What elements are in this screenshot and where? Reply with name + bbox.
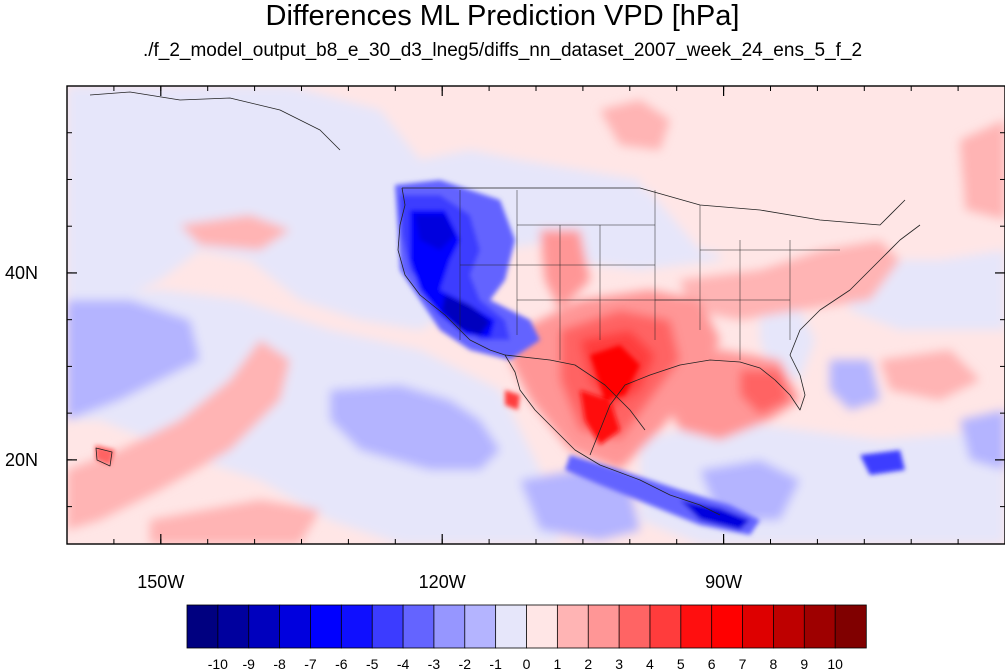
contour-pos2-central-pacific-patch xyxy=(180,215,290,250)
colorbar-swatch xyxy=(803,604,836,649)
contour-pos4-florida xyxy=(740,370,790,415)
colorbar-swatch xyxy=(587,604,620,649)
contour-neg5-northwest-interior xyxy=(415,215,455,250)
coastline-alaska xyxy=(89,91,341,151)
colorbar-label: -2 xyxy=(459,656,472,672)
contour-neg4-caribbean-patch xyxy=(860,450,905,475)
colorbar-swatch xyxy=(773,604,805,649)
contour-pos3-great-basin xyxy=(540,230,590,310)
colorbar: -10 -9 -8 -7 -6 -5 -4 -3 -2 -1 0 1 2 3 4 5 6 7 8 9 10 xyxy=(186,604,867,672)
colorbar-swatch xyxy=(340,604,373,649)
map-plot-area xyxy=(67,86,1005,544)
colorbar-swatch xyxy=(649,604,682,649)
border-us-mexico xyxy=(504,354,646,431)
contour-neg1-north-pacific xyxy=(67,86,650,330)
colorbar-swatch xyxy=(217,604,250,649)
colorbar-label: 1 xyxy=(553,656,561,672)
axes-layer: 150W 120W 90W 20N 40N xyxy=(5,85,1005,592)
colorbar-swatch xyxy=(711,604,744,649)
contour-pos5-baja xyxy=(505,390,520,410)
contour-neg7-central-america xyxy=(680,500,750,530)
colorbar-label: -4 xyxy=(397,656,410,672)
colorbar-label: -5 xyxy=(366,656,379,672)
contour-pos1-east-us xyxy=(640,170,1005,260)
colorbar-label: 10 xyxy=(827,656,843,672)
island-hawaii xyxy=(95,447,113,467)
contour-pos7-texas-core xyxy=(590,345,640,400)
colorbar-swatch xyxy=(680,604,713,649)
colorbar-label: 6 xyxy=(708,656,716,672)
contour-pos2-right-edge xyxy=(960,120,1005,220)
state-lines xyxy=(459,190,840,360)
contour-pos2-atlantic-southeast xyxy=(880,350,980,400)
colorbar-label: -9 xyxy=(243,656,256,672)
contour-pos2-pacific-band xyxy=(67,340,290,530)
colorbar-label: -8 xyxy=(273,656,286,672)
contour-neg2-atlantic xyxy=(830,360,880,410)
colorbar-swatch xyxy=(526,604,559,649)
colorbar-label: -6 xyxy=(335,656,348,672)
x-tick-label: 150W xyxy=(137,572,184,592)
chart-title: Differences ML Prediction VPD [hPa] xyxy=(265,0,740,32)
chart-subtitle: ./f_2_model_output_b8_e_30_d3_lneg5/diff… xyxy=(142,40,863,61)
x-tick-label: 120W xyxy=(419,572,466,592)
colorbar-label: 4 xyxy=(646,656,654,672)
contour-neg2-far-east xyxy=(960,410,1005,470)
contour-neg1-caribbean xyxy=(640,420,1005,544)
colorbar-label: 3 xyxy=(615,656,623,672)
border-canada-us xyxy=(402,187,906,226)
coastline-gulf xyxy=(589,224,921,456)
colorbar-swatch xyxy=(248,604,281,649)
y-tick-label: 40N xyxy=(5,263,38,283)
x-tick-label: 90W xyxy=(705,572,742,592)
contour-pos4-hawaii xyxy=(95,445,115,465)
colorbar-label: -1 xyxy=(489,656,502,672)
colorbar-label: 9 xyxy=(800,656,808,672)
contour-pos2-north-atlantic xyxy=(600,100,670,150)
contour-pos2-lower-pacific xyxy=(150,500,320,544)
colorbar-label: 5 xyxy=(677,656,685,672)
colorbar-swatch xyxy=(186,604,219,649)
coastline-west xyxy=(397,187,721,516)
colorbar-label: 8 xyxy=(770,656,778,672)
colorbar-swatch xyxy=(742,604,775,649)
y-tick-label: 20N xyxy=(5,450,38,470)
colorbar-swatch xyxy=(556,604,589,649)
colorbar-label: -7 xyxy=(304,656,317,672)
contour-neg8-socal xyxy=(442,295,490,335)
colorbar-swatch xyxy=(433,604,466,649)
colorbar-label: -10 xyxy=(208,656,228,672)
contour-pos6-mexico xyxy=(580,390,620,445)
contour-neg2-subtropical-pacific xyxy=(330,385,500,470)
colorbar-label: 2 xyxy=(584,656,592,672)
coastline-overlay xyxy=(89,91,921,516)
contour-neg2-western-pacific xyxy=(67,300,200,420)
colorbar-label: 0 xyxy=(523,656,531,672)
colorbar-swatch xyxy=(464,604,497,649)
colorbar-swatch xyxy=(371,604,404,649)
contour-strong-layer xyxy=(95,180,905,535)
colorbar-swatch xyxy=(834,604,867,649)
colorbar-label: -3 xyxy=(428,656,441,672)
colorbar-swatch xyxy=(310,604,343,649)
colorbar-swatch xyxy=(495,604,528,649)
colorbar-swatch xyxy=(618,604,651,649)
colorbar-label: 7 xyxy=(739,656,747,672)
colorbar-swatch xyxy=(279,604,312,649)
colorbar-swatch xyxy=(402,604,435,649)
